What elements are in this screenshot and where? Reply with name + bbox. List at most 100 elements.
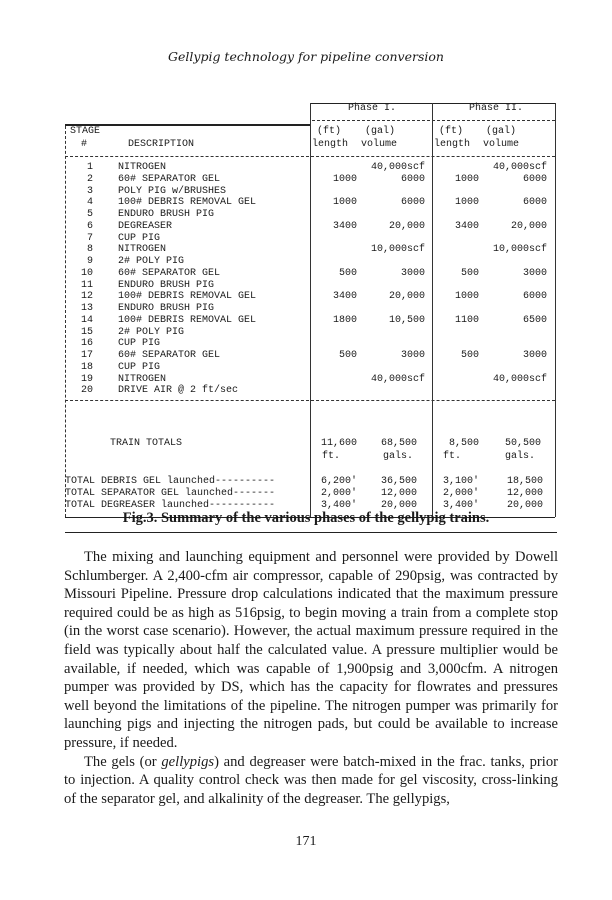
cell-v1: 20,000: [388, 220, 425, 232]
cell-num: 6: [86, 220, 93, 232]
cell-num: 20: [80, 385, 93, 397]
summary-l1: 3,400': [320, 500, 357, 511]
page-number: 171: [295, 834, 317, 849]
text-run: ) and degreaser were batch-mixed in the …: [64, 753, 558, 807]
cell-desc: POLY PIG w/BRUSHES: [118, 185, 227, 197]
summary-v2: 20,000: [506, 500, 543, 511]
cell-v2: 40,000scf: [492, 162, 547, 173]
paragraph: The mixing and launching equipment and p…: [64, 549, 558, 751]
cell-num: 19: [80, 373, 93, 385]
italic-term: gellypigs: [161, 753, 215, 770]
cell-l1: 3400: [332, 220, 357, 232]
sub-header: length: [434, 139, 471, 150]
table-row: 1 NITROGEN 40,000scf 40,000scf: [65, 162, 555, 174]
cell-num: 17: [80, 350, 93, 361]
cell-l2: 500: [460, 267, 479, 279]
summary-row: TOTAL DEBRIS GEL launched---------- 6,200…: [65, 476, 555, 488]
summary-label: TOTAL SEPARATOR GEL launched-------: [65, 488, 276, 499]
cell-num: 14: [80, 314, 93, 326]
cell-num: 13: [80, 303, 93, 314]
cell-desc: 100# DEBRIS REMOVAL GEL: [118, 314, 257, 326]
cell-desc: DRIVE AIR @ 2 ft/sec: [118, 385, 239, 397]
cell-v1: 6000: [400, 173, 425, 185]
total-unit: gals.: [383, 451, 414, 462]
cell-v2: 3000: [522, 350, 547, 361]
cell-desc: DEGREASER: [118, 220, 173, 232]
figure-caption: Fig.3. Summary of the various phases of …: [122, 510, 490, 526]
unit-header: (gal): [365, 126, 396, 137]
column-divider: [65, 126, 66, 517]
paragraph: The gels (or gellypigs) and degreaser we…: [64, 753, 558, 809]
cell-v1: 3000: [400, 350, 425, 361]
text-run: The gels (or: [84, 753, 162, 770]
cell-desc: 100# DEBRIS REMOVAL GEL: [118, 197, 257, 209]
stage-label: STAGE: [70, 126, 101, 137]
cell-desc: 100# DEBRIS REMOVAL GEL: [118, 291, 257, 303]
total-value: 11,600: [320, 438, 357, 449]
summary-l2: 3,100': [442, 476, 479, 487]
running-header: Gellypig technology for pipeline convers…: [168, 49, 444, 64]
table-row: 17 60# SEPARATOR GEL 500 3000 500 3000: [65, 350, 555, 362]
summary-label: TOTAL DEBRIS GEL launched----------: [65, 476, 276, 487]
description-label: DESCRIPTION: [128, 139, 195, 150]
cell-desc: 2# POLY PIG: [118, 256, 185, 267]
cell-desc: CUP PIG: [118, 338, 161, 350]
train-totals-units: ft. gals. ft. gals.: [65, 451, 555, 463]
unit-header-row: (ft) (gal) (ft) (gal): [65, 126, 555, 138]
total-value: 8,500: [448, 438, 479, 449]
cell-v2: 3000: [522, 267, 547, 279]
cell-l2: 3400: [454, 220, 479, 232]
cell-desc: NITROGEN: [118, 373, 167, 385]
cell-l2: 1000: [454, 291, 479, 303]
cell-num: 15: [80, 326, 93, 338]
summary-l2: 3,400': [442, 500, 479, 511]
cell-v2: 40,000scf: [492, 373, 547, 385]
cell-l1: 3400: [332, 291, 357, 303]
unit-header: (ft): [317, 126, 342, 137]
cell-num: 2: [86, 173, 93, 185]
caption-rule: [65, 532, 557, 533]
table-row: 7 CUP PIG: [65, 233, 555, 245]
table-row: 8 NITROGEN 10,000scf 10,000scf: [65, 244, 555, 256]
cell-desc: 60# SEPARATOR GEL: [118, 173, 221, 185]
cell-l1: 1000: [332, 197, 357, 209]
table-row: 16 CUP PIG: [65, 338, 555, 350]
table-row: 5 ENDURO BRUSH PIG: [65, 209, 555, 221]
summary-l1: 6,200': [320, 476, 357, 487]
summary-v2: 12,000: [506, 488, 543, 499]
cell-v2: 6000: [522, 197, 547, 209]
stage-header-rule: [65, 124, 310, 126]
cell-l2: 1000: [454, 173, 479, 185]
cell-desc: 60# SEPARATOR GEL: [118, 350, 221, 361]
cell-v1: 40,000scf: [370, 373, 425, 385]
cell-v1: 40,000scf: [370, 162, 425, 173]
train-totals-label: TRAIN TOTALS: [110, 438, 183, 449]
cell-l1: 1000: [332, 173, 357, 185]
column-divider: [310, 103, 311, 517]
cell-desc: ENDURO BRUSH PIG: [118, 303, 215, 314]
phase-1-header: Phase I.: [348, 103, 397, 114]
cell-desc: NITROGEN: [118, 162, 167, 173]
summary-v2: 18,500: [506, 476, 543, 487]
cell-l2: 500: [460, 350, 479, 361]
table-row: 2 60# SEPARATOR GEL 1000 6000 1000 6000: [65, 174, 555, 186]
table-row: 3 POLY PIG w/BRUSHES: [65, 186, 555, 198]
cell-num: 1: [86, 162, 93, 173]
cell-desc: CUP PIG: [118, 232, 161, 244]
unit-header: (ft): [439, 126, 464, 137]
cell-num: 18: [80, 361, 93, 373]
cell-v1: 3000: [400, 267, 425, 279]
cell-num: 10: [80, 267, 93, 279]
phase-2-header: Phase II.: [469, 103, 524, 114]
cell-num: 5: [86, 209, 93, 220]
cell-l1: 500: [338, 350, 357, 361]
cell-num: 9: [86, 256, 93, 267]
sub-header: length: [312, 139, 349, 150]
cell-v2: 6000: [522, 173, 547, 185]
cell-desc: 60# SEPARATOR GEL: [118, 267, 221, 279]
cell-v1: 6000: [400, 197, 425, 209]
table-row: 14 100# DEBRIS REMOVAL GEL 1800 10,500 1100 6…: [65, 315, 555, 327]
cell-l1: 1800: [332, 314, 357, 326]
cell-desc: 2# POLY PIG: [118, 326, 185, 338]
table-row: 10 60# SEPARATOR GEL 500 3000 500 3000: [65, 268, 555, 280]
